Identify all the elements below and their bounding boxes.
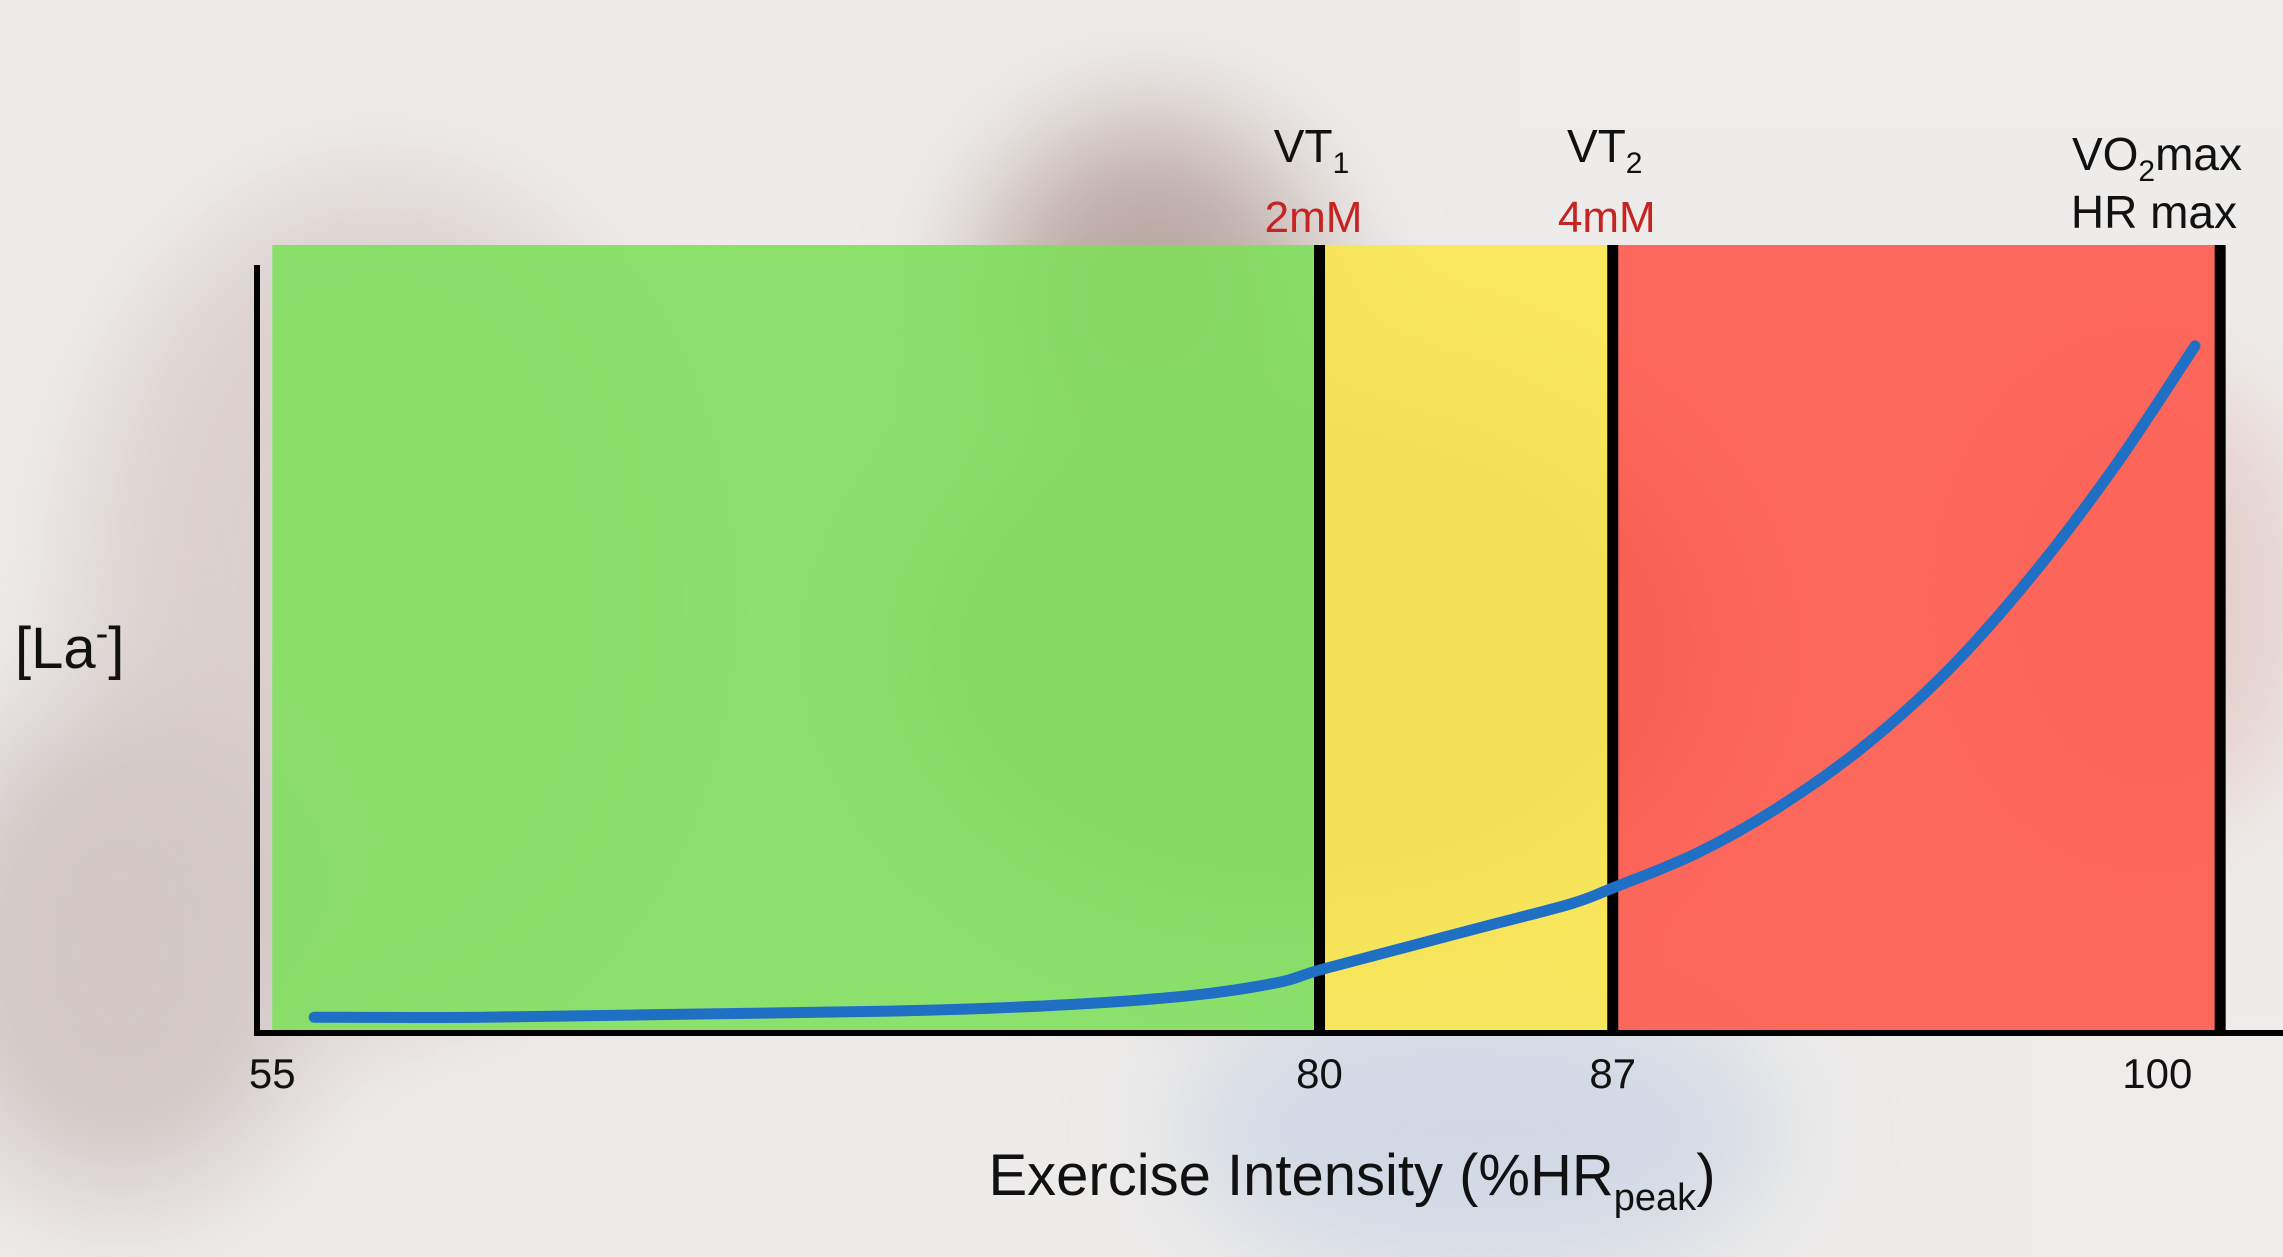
y-axis-label-close: ] [108,616,124,681]
axis-titles: [La-] Exercise Intensity (%HRpeak) [15,613,1716,1219]
threshold-name: VT [1567,120,1626,172]
zone-1 [272,245,1320,1033]
threshold-lines [1314,245,2226,1036]
threshold-name: VT [1274,120,1333,172]
x-tick-label-80: 80 [1296,1050,1343,1097]
threshold-label-1: VT1 [1274,120,1349,180]
y-axis-label-main: [La [15,616,96,681]
x-axis-label-main: Exercise Intensity (%HR [988,1143,1613,1208]
lactate-curve [308,340,2201,1023]
x-axis-label: Exercise Intensity (%HRpeak) [988,1143,1715,1219]
x-axis-label-close: ) [1696,1143,1715,1208]
x-axis-label-sub: peak [1614,1177,1697,1219]
y-axis-label: [La-] [15,613,124,681]
vo2max-suffix: max [2155,128,2242,180]
y-axis-label-sup: - [96,613,109,655]
x-tick-label-100: 100 [2122,1050,2192,1097]
x-tick-label-55: 55 [249,1050,296,1097]
vo2max-label: VO2max [2072,128,2242,188]
x-tick-labels: 55 80 87 100 [249,1050,2192,1097]
hrmax-label: HR max [2071,186,2237,238]
zone-2 [1319,245,1613,1033]
zone-3 [1612,245,2221,1033]
lactate-series-line-1 [308,340,2201,1023]
vo2max-prefix: VO [2072,128,2138,180]
threshold-subscript: 1 [1333,147,1350,180]
x-tick-label-87: 87 [1589,1050,1636,1097]
axes [254,265,2283,1036]
threshold-lactate-2: 4mM [1558,193,1656,242]
intensity-zones [272,245,2221,1033]
threshold-subscript: 2 [1626,147,1643,180]
threshold-label-2: VT2 [1567,120,1642,180]
threshold-lactate-1: 2mM [1265,193,1363,242]
vo2max-subscript: 2 [2138,155,2155,188]
